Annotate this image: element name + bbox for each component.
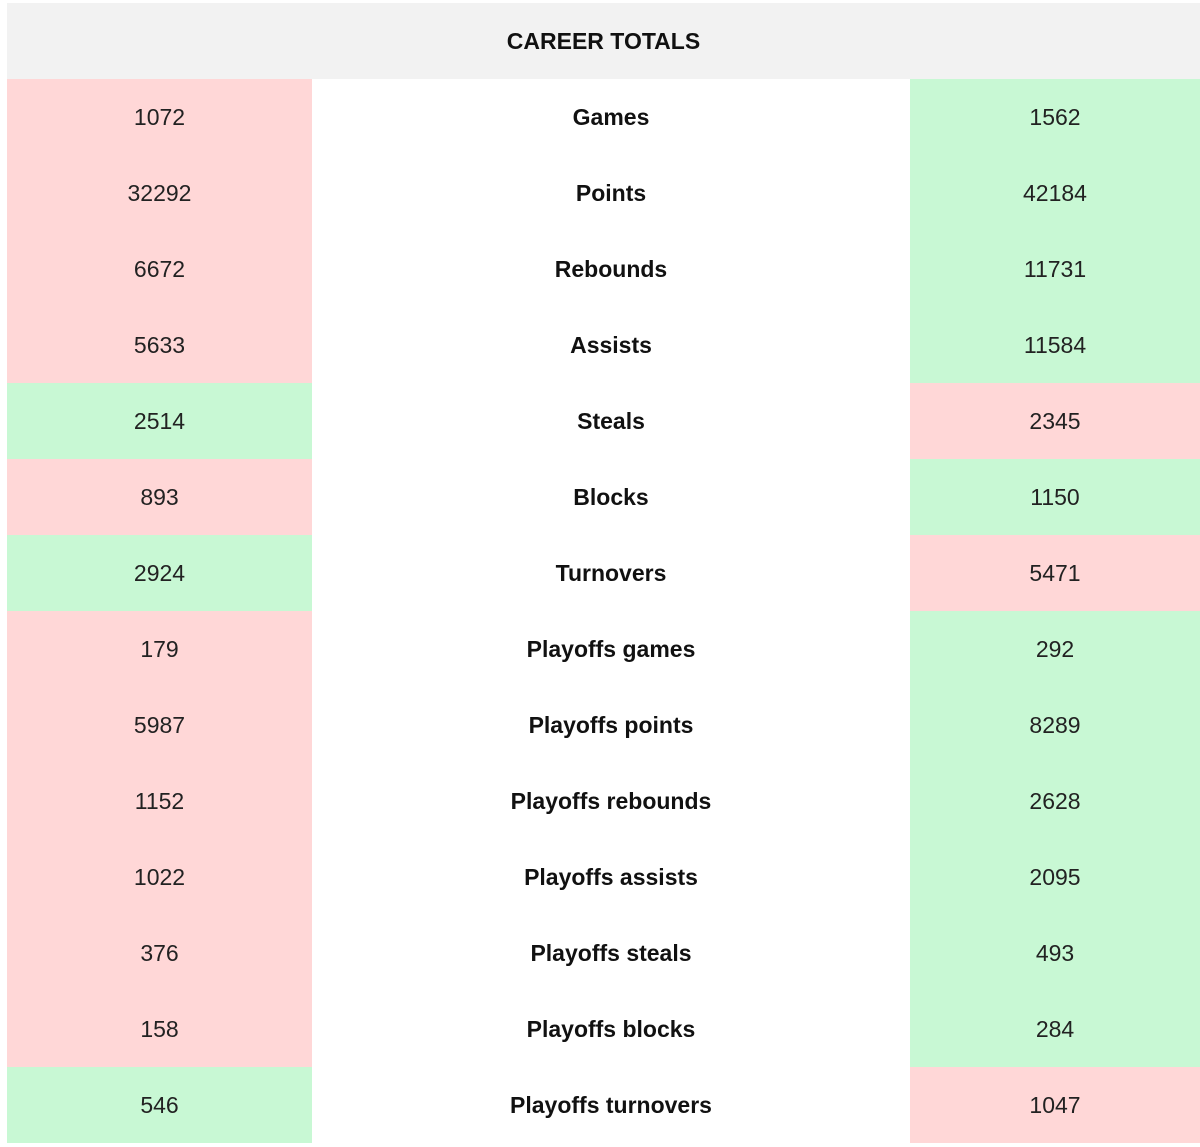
stat-row: 6672 Rebounds 11731 — [7, 231, 1200, 307]
left-value: 2514 — [7, 383, 312, 459]
stat-label: Playoffs games — [526, 635, 696, 662]
stat-label: Blocks — [573, 483, 649, 510]
stat-label: Rebounds — [554, 255, 668, 282]
stat-row: 893 Blocks 1150 — [7, 459, 1200, 535]
stat-label: Points — [575, 179, 647, 206]
left-value: 1022 — [7, 839, 312, 915]
left-value: 179 — [7, 611, 312, 687]
stat-label: Playoffs assists — [524, 863, 698, 890]
right-value: 1047 — [910, 1067, 1200, 1143]
right-value: 292 — [910, 611, 1200, 687]
right-value: 11584 — [910, 307, 1200, 383]
right-value: 284 — [910, 991, 1200, 1067]
stat-row: 5633 Assists 11584 — [7, 307, 1200, 383]
left-value: 5987 — [7, 687, 312, 763]
stat-label: Playoffs steals — [530, 939, 692, 966]
right-value: 2628 — [910, 763, 1200, 839]
left-value: 546 — [7, 1067, 312, 1143]
left-value: 376 — [7, 915, 312, 991]
stat-row: 1152 Playoffs rebounds 2628 — [7, 763, 1200, 839]
stat-label: Games — [572, 103, 650, 130]
table-title: CAREER TOTALS — [7, 3, 1200, 79]
career-table: CAREER TOTALS 1072 Games 1562 32292 Points 42… — [7, 3, 1200, 1143]
right-value: 42184 — [910, 155, 1200, 231]
right-value: 1150 — [910, 459, 1200, 535]
stat-row: 32292 Points 42184 — [7, 155, 1200, 231]
stat-label: Turnovers — [555, 559, 667, 586]
left-value: 1152 — [7, 763, 312, 839]
stat-row: 179 Playoffs games 292 — [7, 611, 1200, 687]
right-value: 2095 — [910, 839, 1200, 915]
left-value: 32292 — [7, 155, 312, 231]
left-value: 2924 — [7, 535, 312, 611]
stat-label: Steals — [577, 407, 645, 434]
left-value: 158 — [7, 991, 312, 1067]
stat-row: 376 Playoffs steals 493 — [7, 915, 1200, 991]
stat-label: Playoffs points — [528, 711, 694, 738]
left-value: 5633 — [7, 307, 312, 383]
stat-label: Assists — [570, 331, 652, 358]
stat-label: Playoffs rebounds — [510, 787, 712, 814]
right-value: 5471 — [910, 535, 1200, 611]
stat-row: 2924 Turnovers 5471 — [7, 535, 1200, 611]
right-value: 8289 — [910, 687, 1200, 763]
stat-row: 1022 Playoffs assists 2095 — [7, 839, 1200, 915]
right-value: 493 — [910, 915, 1200, 991]
right-value: 2345 — [910, 383, 1200, 459]
stat-label: Playoffs turnovers — [510, 1091, 712, 1118]
stat-row: 1072 Games 1562 — [7, 79, 1200, 155]
left-value: 1072 — [7, 79, 312, 155]
right-value: 1562 — [910, 79, 1200, 155]
stat-label: Playoffs blocks — [526, 1015, 696, 1042]
right-value: 11731 — [910, 231, 1200, 307]
left-value: 6672 — [7, 231, 312, 307]
stat-row: 546 Playoffs turnovers 1047 — [7, 1067, 1200, 1143]
left-value: 893 — [7, 459, 312, 535]
stat-row: 2514 Steals 2345 — [7, 383, 1200, 459]
stat-row: 5987 Playoffs points 8289 — [7, 687, 1200, 763]
stat-row: 158 Playoffs blocks 284 — [7, 991, 1200, 1067]
